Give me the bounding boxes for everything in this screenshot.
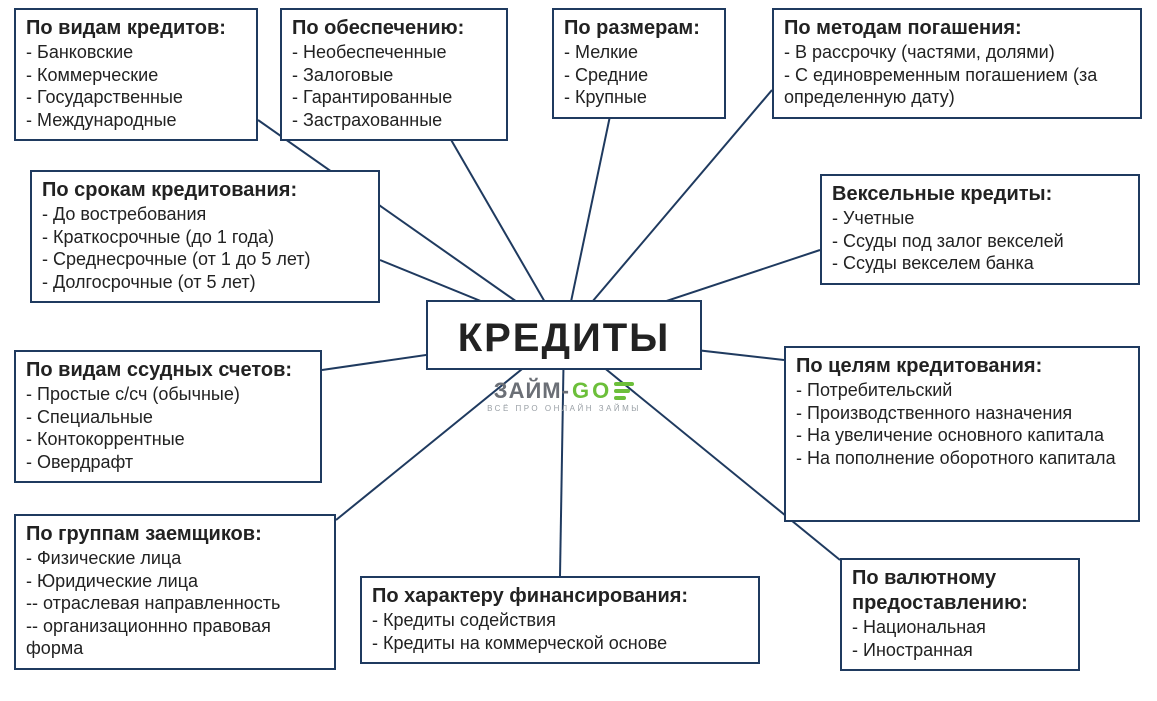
box-item: Иностранная <box>852 639 1068 662</box>
box-title: По обеспечению: <box>292 16 496 41</box>
box-item: Потребительский <box>796 379 1128 402</box>
logo-text-g: G <box>572 378 590 404</box>
box-items: Кредиты содействияКредиты на коммерческо… <box>372 609 748 654</box>
box-item: Юридические лица <box>26 570 324 593</box>
box-size: По размерам:МелкиеСредниеКрупные <box>552 8 726 119</box>
box-item: Банковские <box>26 41 246 64</box>
box-items: МелкиеСредниеКрупные <box>564 41 714 109</box>
box-security: По обеспечению:НеобеспеченныеЗалоговыеГа… <box>280 8 508 141</box>
box-repay: По методам погашения:В рассрочку (частям… <box>772 8 1142 119</box>
box-terms: По срокам кредитования:До востребованияК… <box>30 170 380 303</box>
box-item: Среднесрочные (от 1 до 5 лет) <box>42 248 368 271</box>
box-items: Физические лицаЮридические лицаотраслева… <box>26 547 324 660</box>
box-accounts: По видам ссудных счетов:Простые с/сч (об… <box>14 350 322 483</box>
box-item: В рассрочку (частями, долями) <box>784 41 1130 64</box>
logo-sub: ВСЁ ПРО ОНЛАЙН ЗАЙМЫ <box>464 404 664 413</box>
box-items: До востребованияКраткосрочные (до 1 года… <box>42 203 368 293</box>
box-finance: По характеру финансирования:Кредиты соде… <box>360 576 760 664</box>
box-title: По целям кредитования: <box>796 354 1128 379</box>
box-item: Кредиты на коммерческой основе <box>372 632 748 655</box>
box-item: Физические лица <box>26 547 324 570</box>
logo-text-o: O <box>592 378 610 404</box>
box-items: НеобеспеченныеЗалоговыеГарантированныеЗа… <box>292 41 496 131</box>
box-item: Простые с/сч (обычные) <box>26 383 310 406</box>
box-title: По валютному предоставлению: <box>852 566 1068 616</box>
box-title: По срокам кредитования: <box>42 178 368 203</box>
center-label: КРЕДИТЫ <box>458 316 671 360</box>
box-item: Кредиты содействия <box>372 609 748 632</box>
box-borrowers: По группам заемщиков:Физические лицаЮрид… <box>14 514 336 670</box>
box-item: Гарантированные <box>292 86 496 109</box>
box-item: На увеличение основного капитала <box>796 424 1128 447</box>
logo-text-gray: ЗАЙМ- <box>494 378 570 404</box>
box-title: По видам ссудных счетов: <box>26 358 310 383</box>
box-item: Необеспеченные <box>292 41 496 64</box>
box-item: организационнно правовая форма <box>26 615 324 660</box>
box-item: Средние <box>564 64 714 87</box>
box-item: Ссуды под залог векселей <box>832 230 1128 253</box>
box-items: УчетныеСсуды под залог векселейСсуды век… <box>832 207 1128 275</box>
box-items: Простые с/сч (обычные)СпециальныеКонтоко… <box>26 383 310 473</box>
box-item: Овердрафт <box>26 451 310 474</box>
box-title: По методам погашения: <box>784 16 1130 41</box>
box-item: До востребования <box>42 203 368 226</box>
watermark-logo: ЗАЙМ- G O ВСЁ ПРО ОНЛАЙН ЗАЙМЫ <box>464 378 664 413</box>
box-title: По характеру финансирования: <box>372 584 748 609</box>
box-item: Международные <box>26 109 246 132</box>
logo-main: ЗАЙМ- G O <box>464 378 664 404</box>
box-item: Учетные <box>832 207 1128 230</box>
box-item: Контокоррентные <box>26 428 310 451</box>
logo-bars-icon <box>614 382 634 400</box>
center-node: КРЕДИТЫ <box>426 300 702 370</box>
box-items: НациональнаяИностранная <box>852 616 1068 661</box>
box-item: С единовременным погашением (за определе… <box>784 64 1130 109</box>
box-item: Коммерческие <box>26 64 246 87</box>
box-types: По видам кредитов:БанковскиеКоммерческие… <box>14 8 258 141</box>
box-item: Мелкие <box>564 41 714 64</box>
diagram-canvas: { "diagram": { "canvas": { "w": 1157, "h… <box>0 0 1157 701</box>
box-item: Специальные <box>26 406 310 429</box>
box-item: Застрахованные <box>292 109 496 132</box>
box-items: БанковскиеКоммерческиеГосударственныеМеж… <box>26 41 246 131</box>
box-bill: Вексельные кредиты:УчетныеСсуды под зало… <box>820 174 1140 285</box>
box-item: Залоговые <box>292 64 496 87</box>
box-item: Национальная <box>852 616 1068 639</box>
box-items: В рассрочку (частями, долями)С единоврем… <box>784 41 1130 109</box>
box-title: По группам заемщиков: <box>26 522 324 547</box>
box-title: По размерам: <box>564 16 714 41</box>
box-item: На пополнение оборотного капитала <box>796 447 1128 470</box>
box-item: Производственного назначения <box>796 402 1128 425</box>
box-item: отраслевая направленность <box>26 592 324 615</box>
box-item: Государственные <box>26 86 246 109</box>
box-title: Вексельные кредиты: <box>832 182 1128 207</box>
box-item: Краткосрочные (до 1 года) <box>42 226 368 249</box>
box-currency: По валютному предоставлению:Национальная… <box>840 558 1080 671</box>
box-title: По видам кредитов: <box>26 16 246 41</box>
box-item: Ссуды векселем банка <box>832 252 1128 275</box>
box-item: Крупные <box>564 86 714 109</box>
box-item: Долгосрочные (от 5 лет) <box>42 271 368 294</box>
box-purpose: По целям кредитования:ПотребительскийПро… <box>784 346 1140 522</box>
box-items: ПотребительскийПроизводственного назначе… <box>796 379 1128 469</box>
